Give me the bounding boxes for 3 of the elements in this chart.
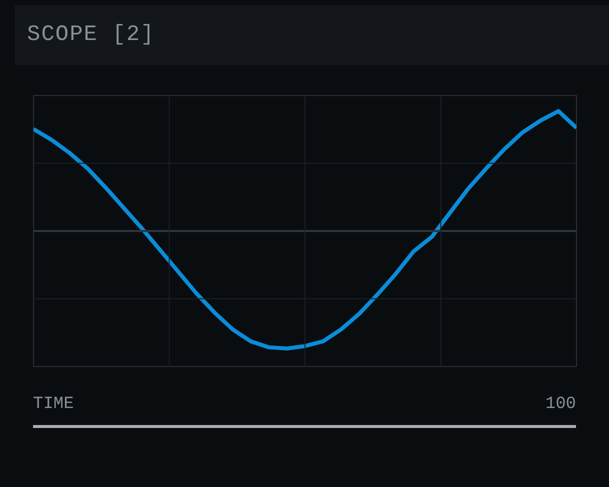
chart-title: SCOPE [2] — [27, 21, 155, 49]
x-axis-title: TIME — [33, 394, 74, 416]
text: 100 — [545, 394, 576, 416]
